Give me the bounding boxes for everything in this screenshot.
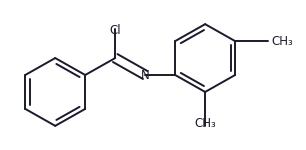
Text: N: N	[141, 69, 150, 81]
Text: CH₃: CH₃	[194, 117, 216, 130]
Text: Cl: Cl	[109, 24, 121, 37]
Text: CH₃: CH₃	[272, 35, 293, 48]
